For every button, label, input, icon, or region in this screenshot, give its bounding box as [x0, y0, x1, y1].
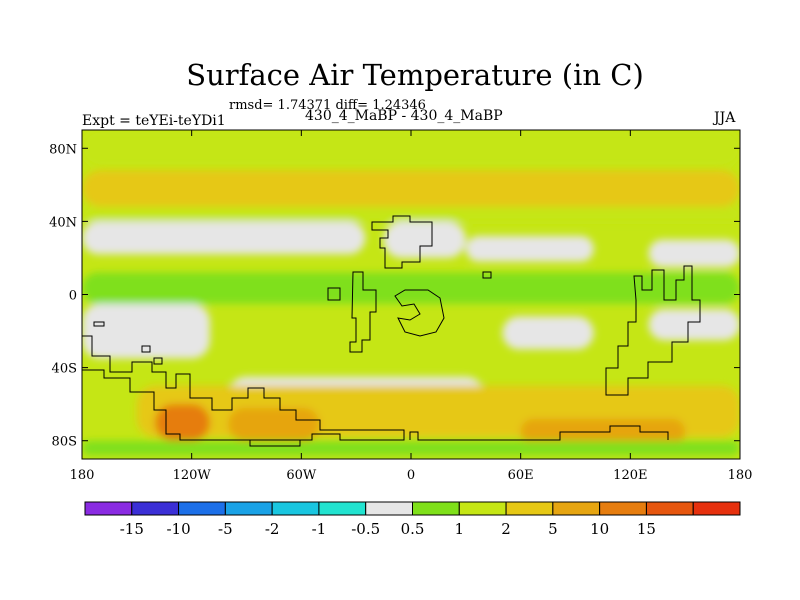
colorbar-swatch	[178, 501, 226, 516]
colorbar-label: 2	[501, 520, 511, 538]
colorbar-swatch	[271, 501, 320, 516]
season-label: JJA	[714, 110, 736, 126]
x-tick-label: 180	[70, 468, 95, 483]
field-region-6	[648, 239, 740, 268]
coastline-south-west	[327, 287, 341, 301]
field-region-14	[228, 407, 320, 441]
comparison-label: 430_4_MaBP - 430_4_MaBP	[305, 108, 503, 124]
colorbar-swatch	[599, 501, 647, 516]
chart-title: Surface Air Temperature (in C)	[186, 58, 644, 92]
x-tick-label: 0	[407, 468, 415, 483]
colorbar-swatch	[412, 501, 460, 516]
colorbar-label: -5	[218, 520, 233, 538]
field-region-9	[502, 316, 594, 350]
field-region-10	[648, 309, 740, 341]
colorbar-swatch	[365, 501, 414, 516]
colorbar-label: 1	[455, 520, 465, 538]
colorbar-swatch	[84, 501, 133, 516]
colorbar-label: -15	[120, 520, 144, 538]
coastline-island	[482, 271, 492, 279]
field-region-13	[155, 404, 210, 441]
x-tick-label: 60E	[508, 468, 534, 483]
field-region-2	[82, 206, 740, 222]
coastline-east-continent	[605, 265, 701, 396]
field-region-7	[82, 272, 740, 304]
colorbar-swatch	[552, 501, 601, 516]
field-region-16	[82, 440, 740, 456]
x-tick-label: 180	[728, 468, 753, 483]
colorbar-swatch	[645, 501, 694, 516]
colorbar-swatch	[505, 501, 554, 516]
colorbar-label: -0.5	[351, 520, 380, 538]
colorbar-swatch	[131, 501, 180, 516]
coastline-north-america	[371, 215, 433, 269]
colorbar-swatch	[224, 501, 273, 516]
y-tick-label: 0	[69, 289, 77, 304]
field-region-8	[82, 303, 210, 359]
colorbar-label: 10	[590, 520, 609, 538]
field-region-4	[383, 221, 466, 258]
y-tick-label: 80S	[52, 435, 77, 450]
field-region-3	[82, 221, 366, 255]
colorbar-swatch	[318, 501, 367, 516]
coastline-africa-like	[394, 289, 445, 337]
chart-subtitle: rmsd= 1.74371 diff= 1.24346	[229, 98, 426, 113]
y-tick-label: 80N	[49, 142, 77, 157]
colorbar-label: -1	[312, 520, 327, 538]
colorbar-label: 0.5	[401, 520, 425, 538]
colorbar: -15 -10 -5 -2 -1 -0.5 0.5 1 2 5 10 15	[84, 501, 741, 538]
x-tick-label: 60W	[286, 468, 317, 483]
x-tick-label: 120W	[173, 468, 212, 483]
colorbar-label: -10	[166, 520, 190, 538]
y-tick-label: 40S	[52, 362, 77, 377]
colorbar-label: -2	[265, 520, 280, 538]
field-region-0	[82, 130, 740, 167]
field-region-5	[465, 236, 594, 262]
coastline-south-polar	[249, 439, 301, 447]
coastline-west-continent	[82, 335, 405, 441]
y-tick-label: 40N	[49, 215, 77, 230]
x-tick-label: 120E	[613, 468, 647, 483]
coastline-central-north-america	[349, 271, 377, 353]
coastline-islands-west	[93, 321, 163, 365]
coastline-antarctic-margin	[409, 425, 669, 441]
field-region-1	[82, 170, 740, 207]
experiment-label: Expt = teYEi-teYDi1	[82, 113, 226, 129]
colorbar-swatch	[692, 501, 741, 516]
colorbar-swatch	[458, 501, 507, 516]
colorbar-label: 5	[548, 520, 558, 538]
colorbar-label: 15	[637, 520, 656, 538]
